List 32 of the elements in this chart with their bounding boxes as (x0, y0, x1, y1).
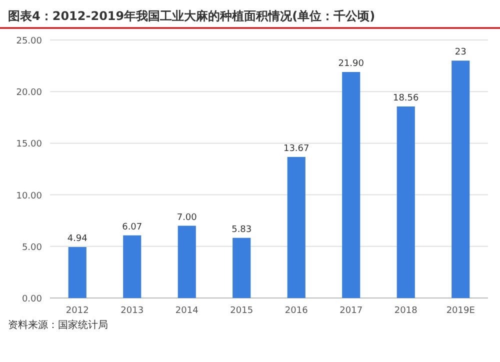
bar (232, 238, 251, 298)
data-label: 4.94 (67, 234, 88, 244)
bar (68, 247, 86, 298)
data-label: 13.67 (283, 144, 310, 154)
y-tick-label: 0.00 (22, 294, 42, 304)
bar (123, 235, 142, 298)
text: 资料来源：国家统计局 (8, 319, 108, 331)
bar (342, 72, 360, 298)
data-label: 18.56 (392, 93, 420, 104)
bar (396, 106, 415, 298)
bar (178, 226, 196, 298)
data-label: 23 (454, 48, 466, 58)
data-label: 21.90 (338, 58, 364, 69)
bar (287, 156, 306, 298)
x-tick-label: 2018 (394, 306, 418, 316)
x-tick-label: 2017 (340, 306, 363, 316)
data-label: 5.83 (232, 224, 252, 235)
x-tick-label: 2016 (284, 306, 308, 316)
chart-title: 图表4：2012-2019年我国工业大麻的种植面积情况(单位：千公顷) (8, 9, 376, 23)
data-label: 7.00 (176, 212, 198, 223)
y-tick-label: 5.00 (22, 242, 42, 253)
y-tick-label: 10.00 (16, 191, 42, 202)
x-tick-label: 2013 (120, 306, 144, 316)
y-tick-label: 20.00 (16, 88, 42, 98)
x-tick-label: 2015 (230, 306, 254, 316)
x-tick-label: 2012 (66, 306, 89, 316)
x-tick-label: 2014 (175, 306, 199, 316)
y-tick-label: 25.00 (16, 36, 42, 46)
bar (452, 60, 470, 298)
data-label: 6.07 (122, 222, 142, 232)
x-tick-label: 2019E (446, 306, 476, 316)
y-tick-label: 15.00 (16, 140, 42, 150)
